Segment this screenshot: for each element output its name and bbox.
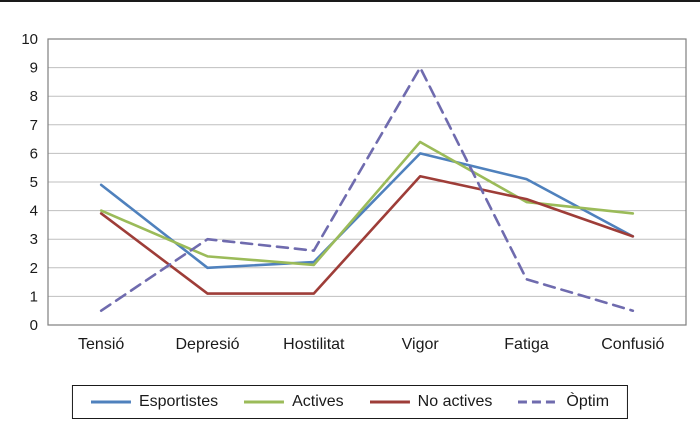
series-line-actives bbox=[99, 140, 635, 267]
x-axis-category-label: Hostilitat bbox=[283, 336, 345, 353]
y-axis-tick-label: 0 bbox=[30, 317, 38, 334]
plot-area-border bbox=[47, 38, 687, 326]
actives-line-swatch bbox=[244, 400, 285, 404]
x-axis-category-label: Confusió bbox=[601, 336, 664, 353]
legend-label-no-actives: No actives bbox=[417, 393, 493, 410]
y-axis-tick-label: 3 bbox=[30, 231, 38, 248]
legend-label-actives: Actives bbox=[292, 393, 344, 410]
y-axis-tick-label: 2 bbox=[30, 260, 38, 277]
y-axis-tick-label: 4 bbox=[30, 203, 38, 220]
series-line-òptim bbox=[99, 66, 635, 313]
y-axis-tick-label: 7 bbox=[30, 117, 38, 134]
x-axis-category-label: Depresió bbox=[175, 336, 239, 353]
y-axis-tick-label: 5 bbox=[30, 174, 38, 191]
x-axis-category-label: Tensió bbox=[78, 336, 124, 353]
legend-item-no-actives: No actives bbox=[369, 393, 493, 411]
series-line-esportistes bbox=[99, 152, 635, 270]
legend-item-esportistes: Esportistes bbox=[90, 393, 219, 411]
x-axis-category-label: Fatiga bbox=[504, 336, 549, 353]
y-axis-tick-label: 6 bbox=[30, 145, 38, 162]
no-actives-line-swatch bbox=[369, 400, 410, 404]
x-axis-category-label: Vigor bbox=[402, 336, 440, 353]
legend-item-actives: Actives bbox=[244, 393, 344, 411]
legend-item-optim: Òptim bbox=[518, 393, 609, 411]
y-axis-tick-label: 1 bbox=[30, 288, 38, 305]
legend-label-optim: Òptim bbox=[566, 393, 610, 410]
y-axis-tick-label: 9 bbox=[30, 60, 38, 77]
legend-label-esportistes: Esportistes bbox=[138, 393, 219, 410]
esportistes-line-swatch bbox=[90, 400, 131, 404]
series-line-no-actives bbox=[99, 174, 635, 295]
optim-dashed-line-swatch bbox=[518, 400, 559, 404]
y-axis-tick-label: 10 bbox=[21, 31, 38, 48]
y-axis-tick-label: 8 bbox=[30, 88, 38, 105]
chart-legend: Esportistes Actives No actives Òptim bbox=[71, 385, 629, 419]
